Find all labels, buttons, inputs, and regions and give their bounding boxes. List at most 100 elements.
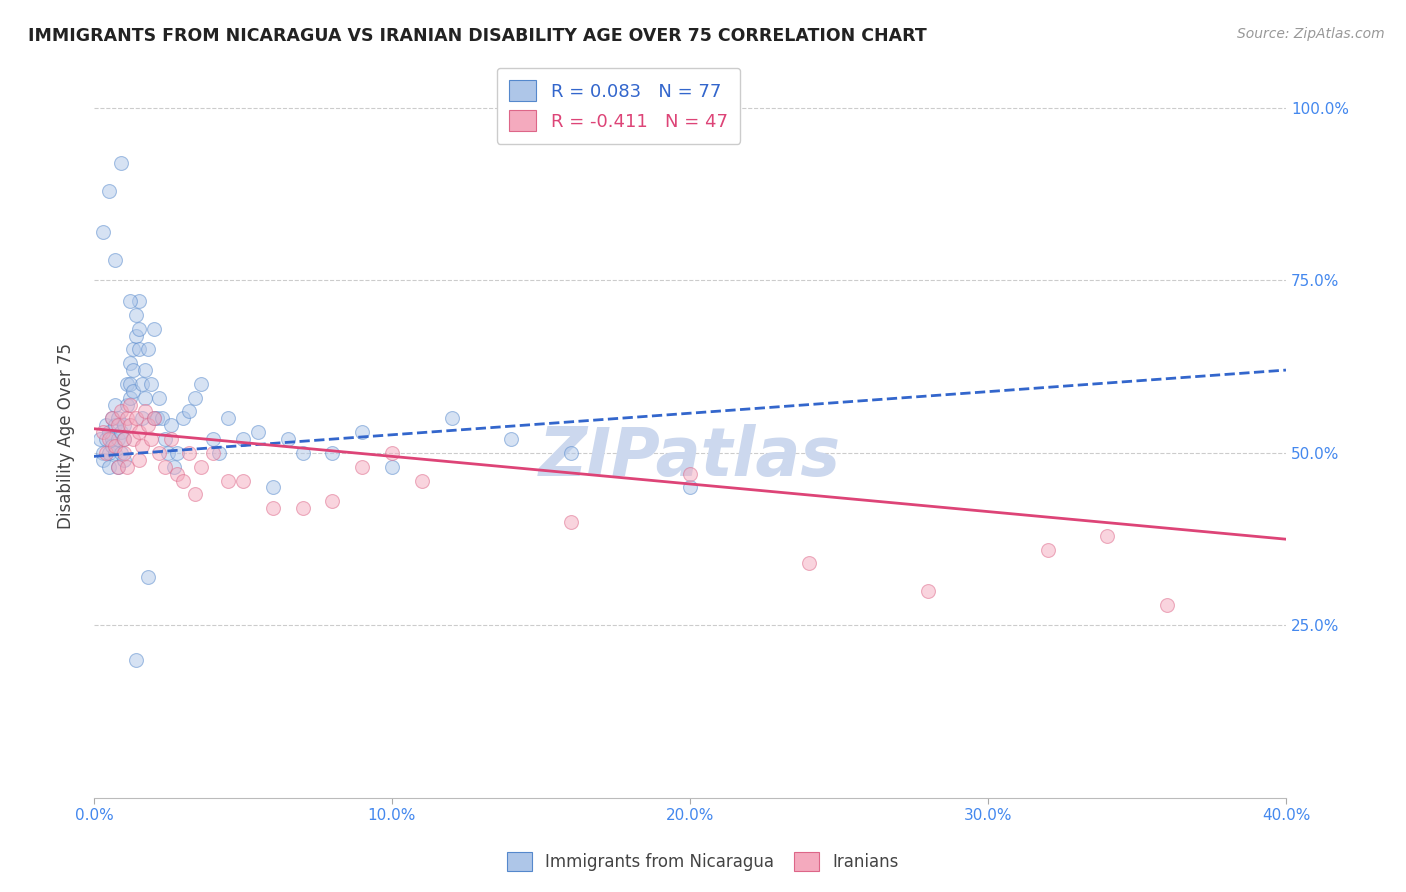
Point xyxy=(155,459,177,474)
Point xyxy=(202,446,225,460)
Point xyxy=(148,391,170,405)
Point xyxy=(145,411,167,425)
Point xyxy=(91,225,114,239)
Point xyxy=(232,432,254,446)
Point xyxy=(115,376,138,391)
Point xyxy=(190,459,212,474)
Point xyxy=(112,432,135,446)
Point xyxy=(184,391,207,405)
Point xyxy=(89,432,111,446)
Legend: R = 0.083   N = 77, R = -0.411   N = 47: R = 0.083 N = 77, R = -0.411 N = 47 xyxy=(496,68,741,144)
Point xyxy=(97,184,120,198)
Point xyxy=(104,252,127,267)
Point xyxy=(91,425,114,440)
Point xyxy=(97,425,120,440)
Point xyxy=(94,446,117,460)
Point xyxy=(797,557,820,571)
Point xyxy=(94,418,117,433)
Point xyxy=(217,411,239,425)
Point xyxy=(128,452,150,467)
Point xyxy=(115,411,138,425)
Point xyxy=(291,446,314,460)
Point xyxy=(121,432,143,446)
Point xyxy=(112,452,135,467)
Point xyxy=(131,376,153,391)
Point xyxy=(184,487,207,501)
Point xyxy=(118,391,141,405)
Point xyxy=(110,404,132,418)
Point xyxy=(97,459,120,474)
Point xyxy=(152,411,174,425)
Point xyxy=(139,432,162,446)
Point xyxy=(411,474,433,488)
Point xyxy=(277,432,299,446)
Point xyxy=(131,439,153,453)
Point xyxy=(179,446,201,460)
Point xyxy=(128,343,150,357)
Point xyxy=(110,156,132,170)
Point xyxy=(172,474,194,488)
Point xyxy=(1095,529,1118,543)
Point xyxy=(139,376,162,391)
Point xyxy=(101,432,124,446)
Point xyxy=(136,570,159,584)
Point xyxy=(101,439,124,453)
Point xyxy=(118,418,141,433)
Point xyxy=(91,452,114,467)
Point xyxy=(136,343,159,357)
Text: Source: ZipAtlas.com: Source: ZipAtlas.com xyxy=(1237,27,1385,41)
Point xyxy=(107,459,129,474)
Point xyxy=(104,446,127,460)
Point xyxy=(1036,542,1059,557)
Point xyxy=(157,446,180,460)
Point xyxy=(121,363,143,377)
Point xyxy=(104,439,127,453)
Point xyxy=(142,411,165,425)
Point xyxy=(112,418,135,433)
Point xyxy=(110,446,132,460)
Point xyxy=(121,343,143,357)
Point xyxy=(217,474,239,488)
Y-axis label: Disability Age Over 75: Disability Age Over 75 xyxy=(58,343,75,529)
Point xyxy=(128,321,150,335)
Point xyxy=(208,446,231,460)
Point xyxy=(501,432,523,446)
Point xyxy=(128,425,150,440)
Point xyxy=(166,446,188,460)
Point xyxy=(148,446,170,460)
Point xyxy=(172,411,194,425)
Point xyxy=(118,376,141,391)
Point xyxy=(112,432,135,446)
Point xyxy=(124,308,146,322)
Point xyxy=(118,398,141,412)
Legend: Immigrants from Nicaragua, Iranians: Immigrants from Nicaragua, Iranians xyxy=(499,843,907,880)
Point xyxy=(166,467,188,481)
Point xyxy=(134,404,156,418)
Point xyxy=(104,398,127,412)
Point xyxy=(131,411,153,425)
Point xyxy=(107,418,129,433)
Point xyxy=(440,411,463,425)
Point xyxy=(202,432,225,446)
Point xyxy=(262,480,284,494)
Point xyxy=(115,459,138,474)
Point xyxy=(160,432,183,446)
Point xyxy=(91,446,114,460)
Point xyxy=(179,404,201,418)
Point xyxy=(679,480,702,494)
Point xyxy=(352,459,374,474)
Point xyxy=(124,328,146,343)
Point xyxy=(115,398,138,412)
Point xyxy=(94,432,117,446)
Point xyxy=(190,376,212,391)
Point xyxy=(134,363,156,377)
Point xyxy=(107,459,129,474)
Point xyxy=(101,411,124,425)
Point xyxy=(121,384,143,398)
Point xyxy=(136,418,159,433)
Point xyxy=(101,411,124,425)
Point xyxy=(124,653,146,667)
Point xyxy=(118,356,141,370)
Point xyxy=(163,459,186,474)
Point xyxy=(142,321,165,335)
